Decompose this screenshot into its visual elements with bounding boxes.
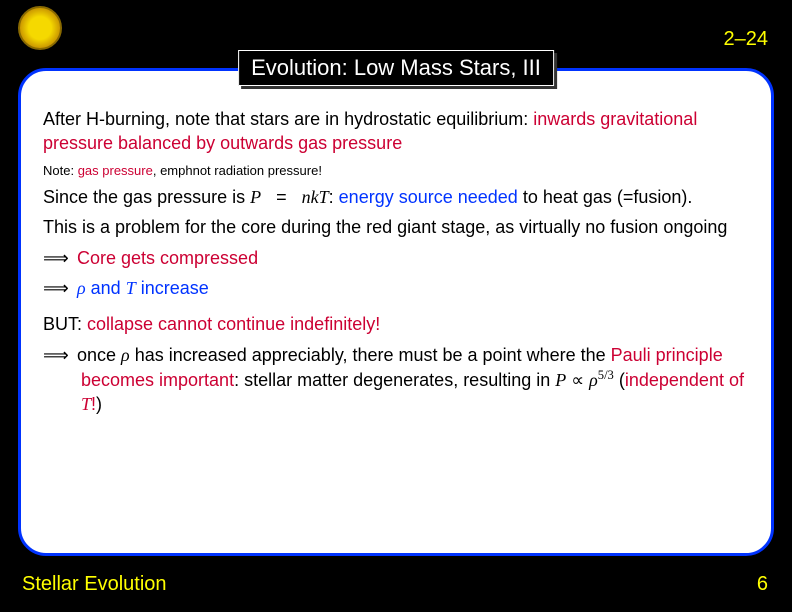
l3-b: has increased appreciably, there must be…: [130, 345, 611, 365]
l2-and: and: [86, 278, 126, 298]
l3-prop: ∝: [566, 370, 589, 390]
p1-text: After H-burning, note that stars are in …: [43, 109, 533, 129]
arrow-icon: ⟹: [43, 276, 77, 300]
paragraph-2: Since the gas pressure is P = nkT: energ…: [43, 185, 749, 209]
eq-P: P: [250, 187, 261, 207]
footer-page-number: 6: [757, 573, 768, 596]
l3-e: (: [614, 370, 625, 390]
paragraph-3: This is a problem for the core during th…: [43, 215, 749, 239]
eq-nkT: nkT: [302, 187, 329, 207]
footer-section-title: Stellar Evolution: [22, 573, 167, 596]
institution-logo: [18, 6, 62, 50]
p2-a: Since the gas pressure is: [43, 187, 250, 207]
rho-symbol-2: ρ: [121, 345, 130, 365]
note-prefix: Note:: [43, 163, 78, 178]
implies-1-text: Core gets compressed: [77, 248, 258, 268]
l2-increase: increase: [136, 278, 209, 298]
l3-a: once: [77, 345, 121, 365]
exponent: 5/3: [598, 368, 614, 382]
paragraph-1: After H-burning, note that stars are in …: [43, 107, 749, 156]
implies-2: ⟹ρ and T increase: [43, 276, 749, 300]
implies-3: ⟹once ρ has increased appreciably, there…: [43, 343, 749, 417]
arrow-icon: ⟹: [43, 343, 77, 367]
l3-h: ): [96, 394, 102, 414]
page-number-top: 2–24: [724, 28, 769, 51]
p2-b: :: [329, 187, 339, 207]
rho-symbol-3: ρ: [589, 370, 598, 390]
slide-title: Evolution: Low Mass Stars, III: [238, 50, 554, 86]
note-line: Note: gas pressure, emphnot radiation pr…: [43, 162, 749, 180]
l3-d: : stellar matter degenerates, resulting …: [234, 370, 555, 390]
T-symbol-2: T: [81, 394, 91, 414]
note-suffix: , emphnot radiation pressure!: [153, 163, 322, 178]
T-symbol: T: [126, 278, 136, 298]
P-symbol: P: [555, 370, 566, 390]
eq-equals: =: [271, 187, 292, 207]
paragraph-4: BUT: collapse cannot continue indefinite…: [43, 312, 749, 336]
implies-1: ⟹Core gets compressed: [43, 246, 749, 270]
p4-a: BUT:: [43, 314, 87, 334]
p2-d: to heat gas (=fusion).: [518, 187, 693, 207]
l3-indep: independent of: [625, 370, 744, 390]
rho-symbol: ρ: [77, 278, 86, 298]
arrow-icon: ⟹: [43, 246, 77, 270]
content-box: After H-burning, note that stars are in …: [18, 68, 774, 556]
p2-highlight: energy source needed: [339, 187, 518, 207]
note-highlight: gas pressure: [78, 163, 153, 178]
p4-highlight: collapse cannot continue indefinitely!: [87, 314, 380, 334]
